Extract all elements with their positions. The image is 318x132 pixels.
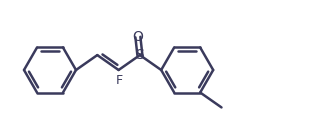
Text: F: F <box>116 74 123 88</box>
Text: O: O <box>133 30 143 44</box>
Text: S: S <box>135 48 144 62</box>
